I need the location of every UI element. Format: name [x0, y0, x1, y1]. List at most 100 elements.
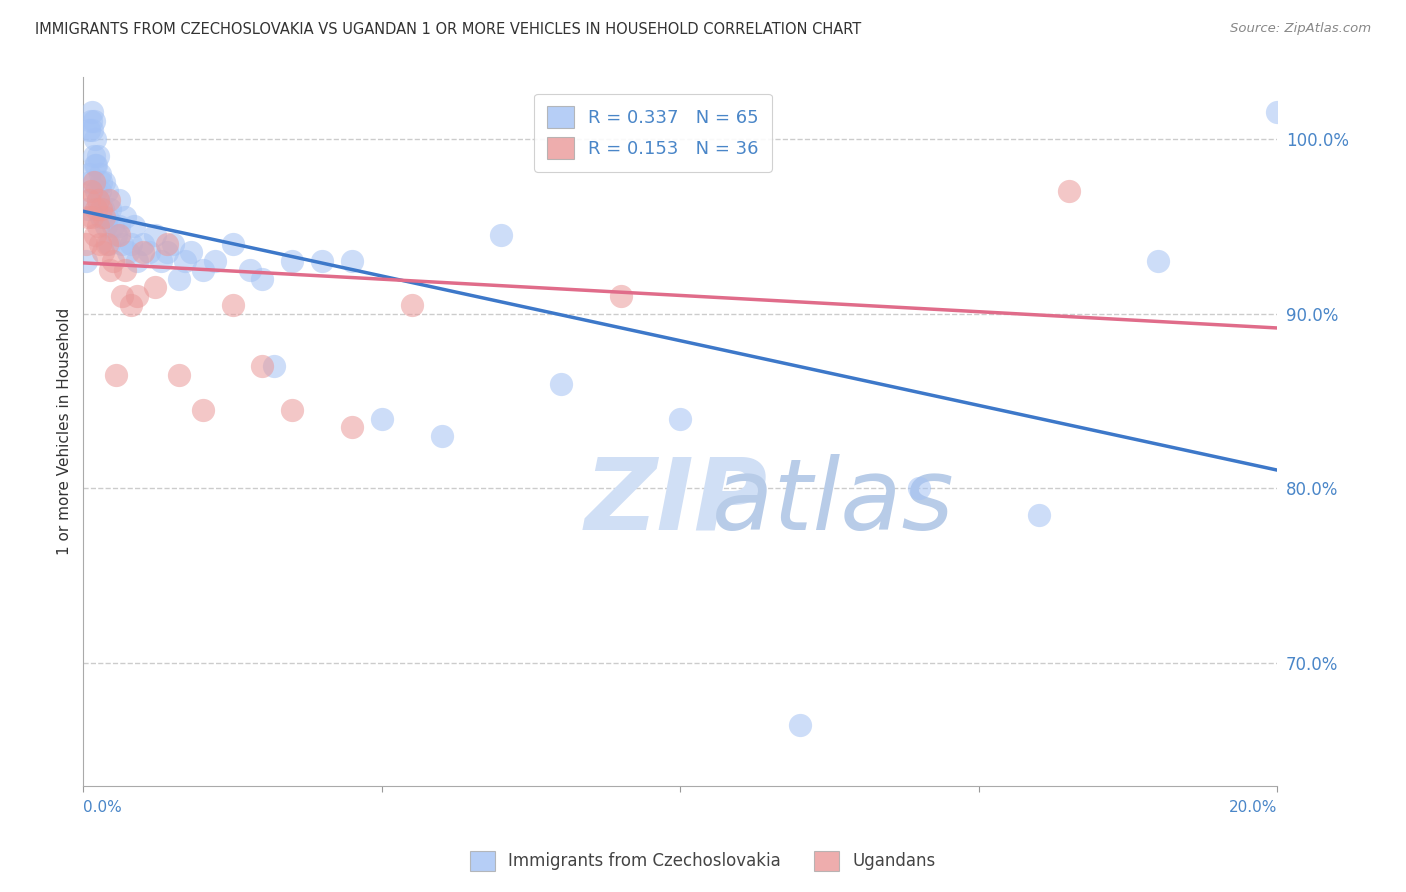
- Point: [86, 158, 108, 172]
- Point: [83, 175, 105, 189]
- Point: [89, 167, 111, 181]
- Point: [89, 236, 111, 251]
- Point: [609, 289, 631, 303]
- Point: [105, 368, 128, 382]
- Point: [143, 227, 166, 242]
- Point: [138, 245, 160, 260]
- Point: [82, 211, 104, 225]
- Point: [173, 254, 195, 268]
- Point: [98, 263, 121, 277]
- Point: [90, 175, 112, 189]
- Legend: R = 0.337   N = 65, R = 0.153   N = 36: R = 0.337 N = 65, R = 0.153 N = 36: [534, 94, 772, 172]
- Point: [114, 211, 136, 225]
- Point: [252, 359, 274, 373]
- Point: [204, 254, 226, 268]
- Point: [143, 280, 166, 294]
- Point: [86, 202, 108, 216]
- Point: [340, 254, 363, 268]
- Point: [91, 202, 114, 216]
- Point: [281, 402, 304, 417]
- Point: [75, 236, 97, 251]
- Point: [550, 376, 572, 391]
- Point: [90, 211, 112, 225]
- Point: [263, 359, 285, 373]
- Point: [89, 184, 111, 198]
- Point: [789, 717, 811, 731]
- Point: [1267, 105, 1289, 120]
- Point: [83, 149, 105, 163]
- Point: [281, 254, 304, 268]
- Point: [84, 158, 107, 172]
- Point: [87, 193, 110, 207]
- Point: [98, 202, 121, 216]
- Point: [125, 289, 148, 303]
- Point: [252, 271, 274, 285]
- Y-axis label: 1 or more Vehicles in Household: 1 or more Vehicles in Household: [58, 308, 72, 555]
- Point: [77, 193, 100, 207]
- Text: IMMIGRANTS FROM CZECHOSLOVAKIA VS UGANDAN 1 OR MORE VEHICLES IN HOUSEHOLD CORREL: IMMIGRANTS FROM CZECHOSLOVAKIA VS UGANDA…: [35, 22, 862, 37]
- Point: [96, 236, 118, 251]
- Point: [80, 184, 103, 198]
- Point: [221, 236, 243, 251]
- Point: [82, 123, 104, 137]
- Point: [167, 368, 190, 382]
- Point: [191, 402, 214, 417]
- Point: [93, 175, 115, 189]
- Point: [120, 298, 142, 312]
- Point: [86, 184, 108, 198]
- Point: [180, 245, 202, 260]
- Text: ZIP: ZIP: [585, 454, 768, 551]
- Point: [156, 236, 179, 251]
- Point: [96, 184, 118, 198]
- Point: [122, 219, 145, 233]
- Point: [101, 219, 124, 233]
- Point: [1147, 254, 1170, 268]
- Point: [82, 105, 104, 120]
- Point: [132, 245, 155, 260]
- Point: [311, 254, 333, 268]
- Point: [669, 411, 692, 425]
- Point: [98, 193, 121, 207]
- Text: 20.0%: 20.0%: [1229, 800, 1278, 815]
- Point: [191, 263, 214, 277]
- Point: [87, 193, 110, 207]
- Point: [371, 411, 394, 425]
- Point: [125, 254, 148, 268]
- Point: [239, 263, 262, 277]
- Point: [91, 245, 114, 260]
- Text: atlas: atlas: [585, 454, 953, 551]
- Point: [87, 149, 110, 163]
- Point: [132, 236, 155, 251]
- Point: [79, 175, 101, 189]
- Point: [149, 254, 172, 268]
- Legend: Immigrants from Czechoslovakia, Ugandans: Immigrants from Czechoslovakia, Ugandans: [461, 842, 945, 880]
- Point: [108, 227, 131, 242]
- Point: [93, 211, 115, 225]
- Point: [80, 114, 103, 128]
- Point: [98, 236, 121, 251]
- Point: [491, 227, 513, 242]
- Text: 0.0%: 0.0%: [83, 800, 122, 815]
- Point: [117, 245, 139, 260]
- Point: [87, 219, 110, 233]
- Point: [108, 219, 131, 233]
- Point: [401, 298, 423, 312]
- Point: [167, 271, 190, 285]
- Point: [75, 254, 97, 268]
- Point: [1028, 508, 1050, 522]
- Point: [96, 211, 118, 225]
- Point: [77, 202, 100, 216]
- Point: [83, 114, 105, 128]
- Point: [77, 123, 100, 137]
- Point: [77, 211, 100, 225]
- Point: [120, 236, 142, 251]
- Point: [162, 236, 184, 251]
- Point: [108, 193, 131, 207]
- Point: [84, 227, 107, 242]
- Point: [1057, 184, 1080, 198]
- Point: [114, 263, 136, 277]
- Point: [94, 219, 117, 233]
- Point: [430, 429, 453, 443]
- Point: [90, 202, 112, 216]
- Point: [84, 131, 107, 145]
